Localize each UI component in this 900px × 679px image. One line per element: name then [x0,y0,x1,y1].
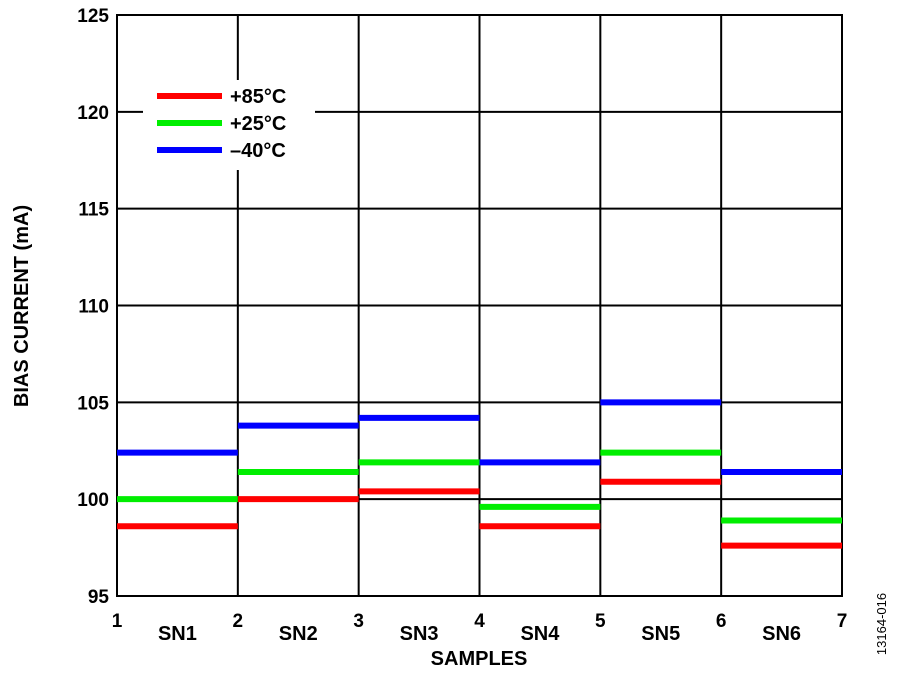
legend-label: +25°C [230,113,286,135]
legend: +85°C +25°C –40°C [143,80,315,170]
figure-id: 13164-016 [874,593,889,655]
sample-label: SN1 [158,623,197,645]
y-tick-label: 120 [77,103,109,124]
x-axis-title: SAMPLES [431,648,528,670]
sample-label: SN5 [641,623,680,645]
series [117,399,842,476]
x-tick-label: 5 [595,611,606,632]
sample-labels: SN1 SN2 SN3 SN4 SN5 SN6 [158,623,801,645]
y-tick-label: 100 [77,490,109,511]
y-tick-label: 115 [78,200,109,221]
y-axis-title: BIAS CURRENT (mA) [11,205,33,407]
y-tick-label: 95 [88,587,110,608]
x-tick-label: 6 [716,611,727,632]
plot-border [116,14,843,597]
x-tick-label: 2 [233,611,244,632]
y-tick-label: 105 [77,393,109,414]
series-lines [117,399,842,549]
y-tick-labels: 95 100 105 110 115 120 125 [77,6,109,608]
sample-label: SN4 [520,623,560,645]
x-tick-label: 1 [112,611,123,632]
y-tick-label: 110 [78,297,109,318]
sample-label: SN3 [400,623,439,645]
x-tick-label: 4 [474,611,485,632]
y-tick-label: 125 [77,6,109,27]
x-tick-label: 3 [353,611,364,632]
legend-label: +85°C [230,86,286,108]
sample-label: SN2 [279,623,318,645]
series [117,449,842,524]
legend-label: –40°C [230,140,286,162]
x-tick-labels: 1 2 3 4 5 6 7 [112,611,848,632]
sample-label: SN6 [762,623,801,645]
series [117,478,842,549]
x-tick-label: 7 [837,611,848,632]
